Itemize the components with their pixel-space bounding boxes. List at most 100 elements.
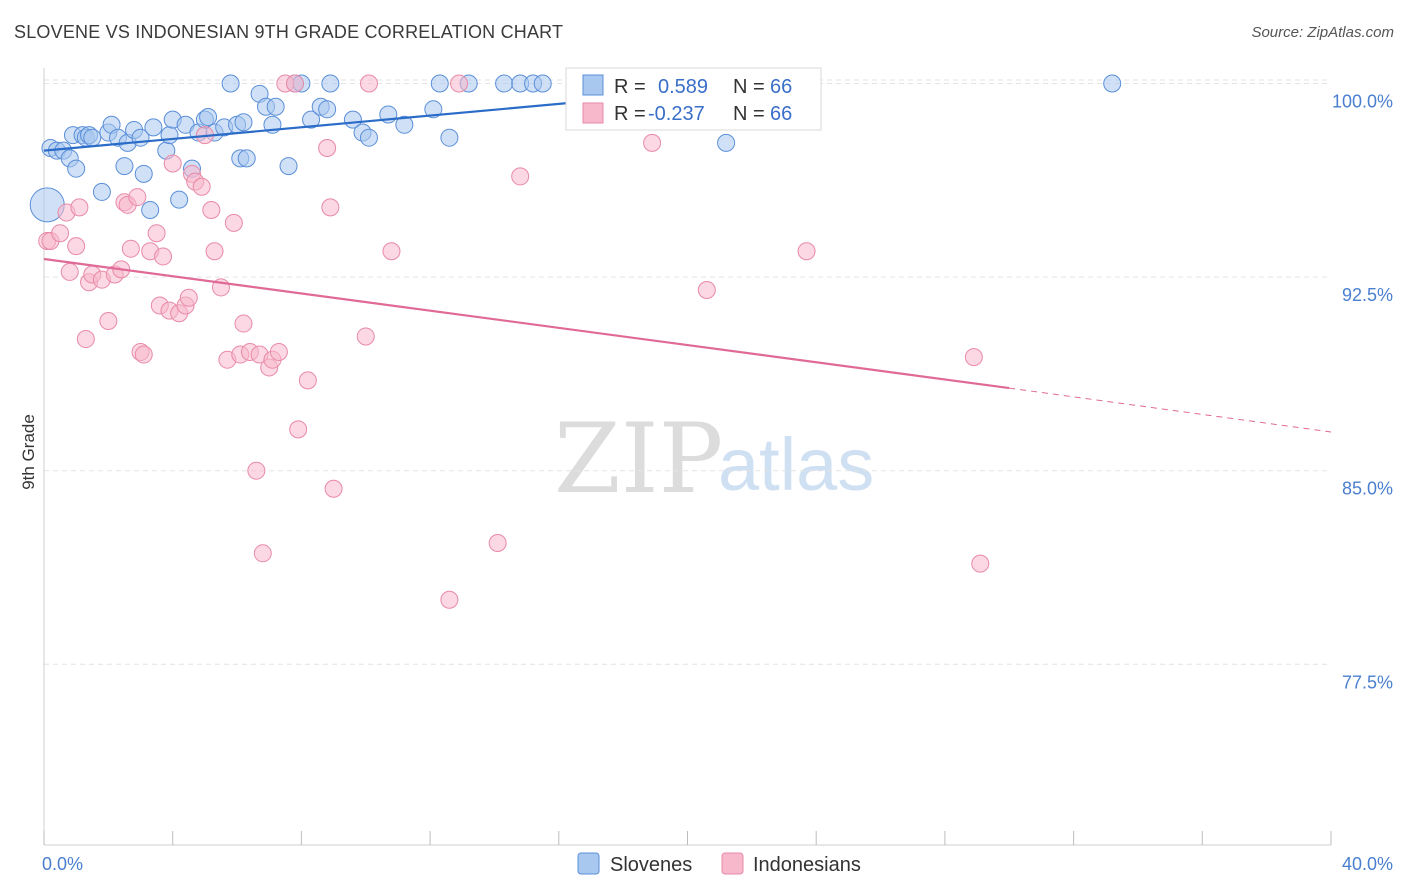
slovenes-point bbox=[170, 190, 189, 209]
indonesians-point bbox=[289, 420, 308, 439]
slovenes-point bbox=[495, 74, 514, 93]
indonesians-point bbox=[797, 242, 816, 261]
watermark-atlas: atlas bbox=[718, 423, 874, 506]
trend-line-indonesians bbox=[43, 257, 1010, 390]
indonesians-point bbox=[318, 139, 337, 158]
indonesians-point bbox=[202, 200, 221, 219]
indonesians-point bbox=[356, 327, 375, 346]
slovenes-point bbox=[359, 128, 378, 147]
x-tick-label-max: 40.0% bbox=[1342, 854, 1393, 874]
indonesians-point bbox=[324, 479, 343, 498]
stats-box: R = 0.589 N = 66 R = -0.237 N = 66 bbox=[565, 67, 822, 131]
indonesians-point bbox=[128, 188, 147, 207]
indonesians-point bbox=[154, 247, 173, 266]
slovenes-point bbox=[160, 126, 179, 145]
indonesians-point bbox=[224, 213, 243, 232]
x-ticks bbox=[43, 831, 1332, 845]
legend-label-slovenes: Slovenes bbox=[610, 854, 692, 876]
slovenes-point bbox=[440, 128, 459, 147]
legend: Slovenes Indonesians bbox=[577, 852, 861, 876]
stats-swatch-indonesians bbox=[582, 102, 604, 124]
indonesians-point bbox=[697, 281, 716, 299]
slovenes-point bbox=[321, 74, 340, 93]
slovenes-point bbox=[279, 157, 298, 176]
y-tick-label: 92.5% bbox=[1342, 285, 1393, 305]
slovenes-point bbox=[144, 118, 163, 137]
indonesians-point bbox=[70, 198, 89, 217]
indonesians-point bbox=[488, 533, 507, 552]
slovenes-point bbox=[221, 74, 240, 93]
y-tick-labels: 77.5% 85.0% 92.5% 100.0% bbox=[1332, 91, 1393, 692]
watermark: ZIP atlas bbox=[554, 403, 874, 515]
indonesians-point bbox=[285, 74, 304, 93]
series-indonesians bbox=[38, 74, 990, 609]
chart-title: SLOVENE VS INDONESIAN 9TH GRADE CORRELAT… bbox=[14, 22, 564, 42]
y-tick-label: 85.0% bbox=[1342, 479, 1393, 499]
stats-slovenes-r-label: R = bbox=[614, 76, 646, 98]
slovenes-point bbox=[237, 149, 256, 168]
slovenes-point bbox=[533, 74, 552, 93]
indonesians-point bbox=[163, 154, 182, 173]
slovenes-point bbox=[92, 182, 111, 201]
indonesians-point bbox=[382, 242, 401, 261]
slovenes-point bbox=[266, 97, 285, 116]
indonesians-point bbox=[964, 348, 983, 367]
indonesians-point bbox=[60, 262, 79, 281]
stats-indonesians-n-value: 66 bbox=[770, 103, 792, 125]
indonesians-point bbox=[247, 461, 266, 480]
indonesians-point bbox=[643, 133, 662, 152]
slovenes-point bbox=[141, 200, 160, 219]
y-tick-label: 100.0% bbox=[1332, 91, 1393, 111]
indonesians-point bbox=[134, 345, 153, 364]
x-tick-label-min: 0.0% bbox=[42, 854, 83, 874]
indonesians-point bbox=[971, 554, 990, 573]
slovenes-point bbox=[199, 108, 218, 127]
trend-line-indonesians-extension bbox=[1009, 387, 1332, 433]
indonesians-point bbox=[205, 242, 224, 261]
indonesians-point bbox=[67, 237, 86, 256]
legend-swatch-slovenes bbox=[577, 852, 600, 875]
slovenes-point bbox=[318, 100, 337, 119]
gridlines bbox=[44, 79, 1331, 665]
slovenes-point bbox=[430, 74, 449, 93]
stats-slovenes-n-label: N = bbox=[733, 76, 765, 98]
stats-swatch-slovenes bbox=[582, 74, 604, 96]
indonesians-point bbox=[269, 342, 288, 361]
slovenes-point bbox=[83, 128, 102, 147]
indonesians-point bbox=[253, 544, 272, 563]
stats-indonesians-r-value: -0.237 bbox=[648, 103, 705, 125]
indonesians-point bbox=[234, 314, 253, 333]
indonesians-point bbox=[298, 371, 317, 390]
indonesians-point bbox=[76, 330, 95, 349]
legend-swatch-indonesians bbox=[721, 852, 744, 875]
indonesians-point bbox=[440, 590, 459, 609]
slovenes-point bbox=[115, 157, 134, 176]
watermark-zip: ZIP bbox=[554, 403, 723, 515]
indonesians-point bbox=[511, 167, 530, 186]
slovenes-point bbox=[234, 113, 253, 132]
slovenes-point bbox=[302, 110, 321, 129]
stats-box-frame bbox=[565, 67, 822, 131]
stats-slovenes-n-value: 66 bbox=[770, 76, 792, 98]
slovenes-point bbox=[1103, 74, 1122, 93]
indonesians-point bbox=[192, 177, 211, 196]
indonesians-point bbox=[321, 198, 340, 217]
series-slovenes bbox=[29, 74, 1122, 223]
slovenes-point bbox=[717, 133, 736, 152]
indonesians-point bbox=[147, 224, 166, 243]
stats-indonesians-n-label: N = bbox=[733, 103, 765, 125]
slovenes-point bbox=[424, 100, 443, 119]
indonesians-point bbox=[121, 239, 140, 258]
legend-label-indonesians: Indonesians bbox=[753, 854, 861, 876]
y-axis-label: 9th Grade bbox=[19, 414, 38, 490]
indonesians-point bbox=[99, 311, 118, 330]
stats-indonesians-r-label: R = bbox=[614, 103, 646, 125]
y-tick-label: 77.5% bbox=[1342, 672, 1393, 692]
stats-slovenes-r-value: 0.589 bbox=[658, 76, 708, 98]
indonesians-point bbox=[51, 224, 70, 243]
source-credit: Source: ZipAtlas.com bbox=[1251, 24, 1394, 41]
slovenes-point bbox=[395, 115, 414, 134]
indonesians-point bbox=[359, 74, 378, 93]
trend-lines bbox=[43, 82, 1332, 433]
